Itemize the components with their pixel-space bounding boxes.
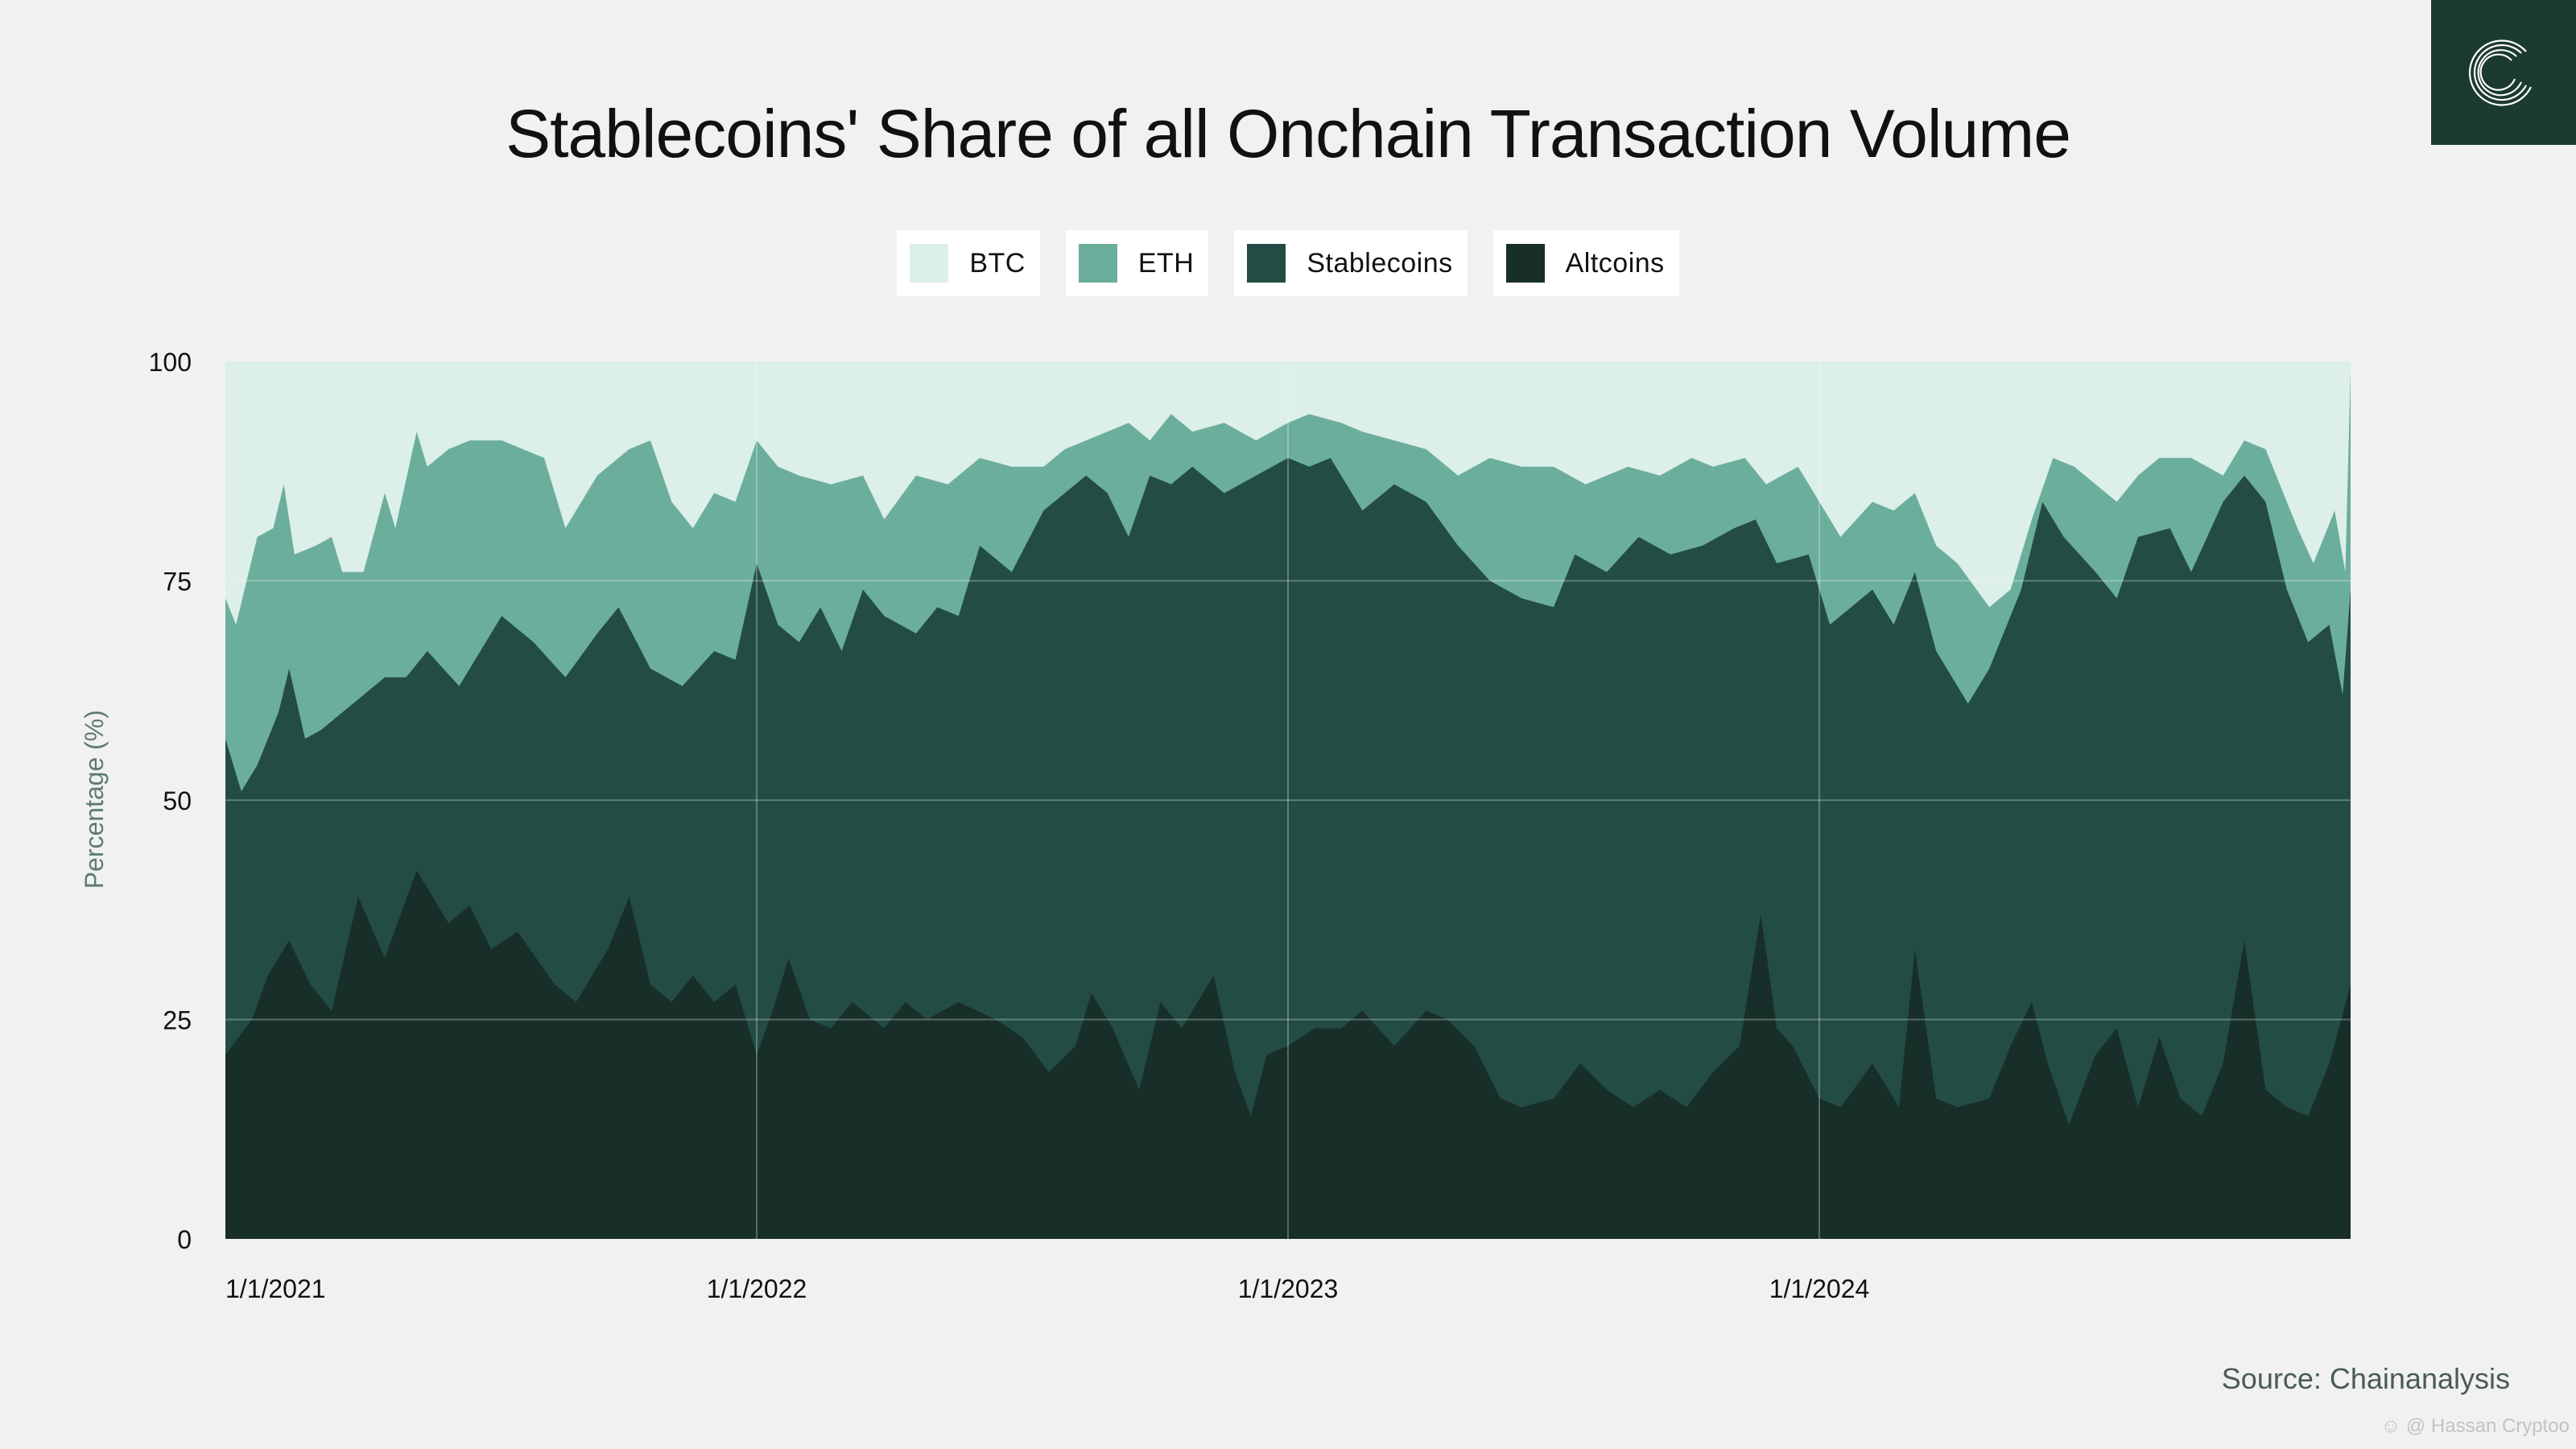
legend-swatch-altcoins [1505,244,1545,283]
legend-label-stablecoins: Stablecoins [1307,247,1453,279]
x-tick-label: 1/1/2022 [707,1274,807,1303]
legend-swatch-stablecoins [1247,244,1286,283]
y-tick-label: 25 [163,1006,192,1035]
y-axis-label: Percentage (%) [80,710,109,889]
legend-item-eth[interactable]: ETH [1065,230,1209,296]
legend-item-altcoins[interactable]: Altcoins [1492,230,1679,296]
y-axis-ticks: 0 25 50 75 100 [149,348,192,1254]
logo-tile [2431,0,2576,145]
area-series-stablecoins [225,457,2351,1239]
area-series-altcoins [225,870,2351,1239]
chainalysis-logo-icon [2469,39,2532,106]
gridlines [225,361,2351,1239]
source-note: Source: Chainanalysis [2221,1362,2510,1395]
legend-swatch-eth [1078,244,1117,283]
y-tick-label: 50 [163,786,192,815]
legend-item-stablecoins[interactable]: Stablecoins [1234,230,1468,296]
x-axis-ticks: 1/1/2021 1/1/2022 1/1/2023 1/1/2024 [225,1274,1869,1303]
legend-label-eth: ETH [1137,247,1195,279]
chart-legend: BTC ETH Stablecoins Altcoins [0,230,2576,296]
legend-label-altcoins: Altcoins [1565,247,1665,279]
x-tick-label: 1/1/2021 [225,1274,326,1303]
legend-label-btc: BTC [969,247,1026,279]
legend-swatch-btc [910,244,949,283]
x-tick-label: 1/1/2023 [1238,1274,1339,1303]
y-tick-label: 100 [149,348,192,377]
watermark: ☺ @ Hassan Cryptoo [2380,1415,2570,1437]
x-tick-label: 1/1/2024 [1769,1274,1870,1303]
y-tick-label: 0 [177,1225,192,1254]
y-tick-label: 75 [163,568,192,597]
legend-item-btc[interactable]: BTC [897,230,1040,296]
chart-title: Stablecoins' Share of all Onchain Transa… [506,96,2071,171]
